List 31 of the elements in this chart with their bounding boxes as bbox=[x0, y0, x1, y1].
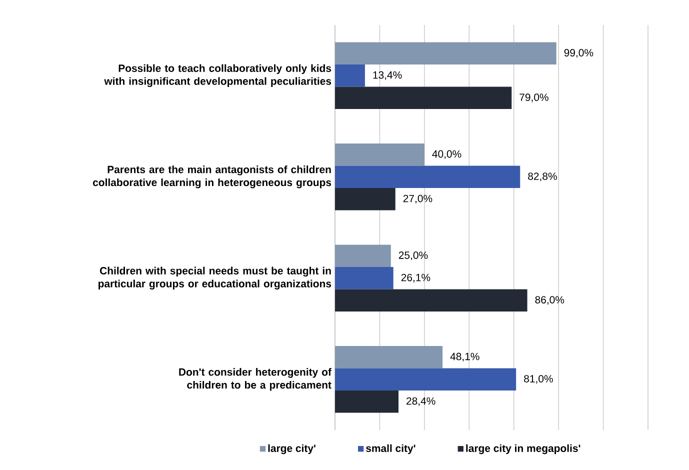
y-tick-label: Parents are the main antagonists of children collaborative learning in heterogeneous groups bbox=[92, 166, 332, 188]
bar bbox=[335, 143, 424, 166]
bar bbox=[335, 86, 512, 110]
legend-label: small city' bbox=[366, 444, 416, 454]
data-label: 26,1% bbox=[401, 274, 430, 282]
data-label: 86,0% bbox=[535, 296, 564, 305]
bar bbox=[335, 266, 394, 290]
data-label: 79,0% bbox=[520, 94, 548, 102]
bar bbox=[335, 166, 520, 188]
data-label: 82,8% bbox=[528, 172, 557, 182]
legend-label: large city in megapolis' bbox=[466, 444, 580, 454]
y-tick-label: Possible to teach collaboratively only kids with insignificant developmental peculiarities bbox=[104, 64, 332, 87]
y-tick-label: Children with special needs must be taught in particular groups or educational organizations bbox=[98, 266, 332, 290]
data-label: 40,0% bbox=[432, 150, 462, 159]
bar bbox=[335, 188, 396, 210]
data-label: 25,0% bbox=[398, 252, 428, 260]
bar bbox=[335, 42, 556, 64]
bar bbox=[335, 244, 391, 267]
data-label: 13,4% bbox=[373, 71, 402, 80]
y-tick-label: Don't consider heterogenity of children to be a predicament bbox=[179, 368, 332, 391]
legend-label: large city' bbox=[268, 444, 316, 454]
data-label: 81,0% bbox=[524, 375, 553, 384]
data-label: 28,4% bbox=[406, 397, 436, 406]
bar bbox=[335, 64, 365, 87]
bar bbox=[335, 346, 443, 368]
bar bbox=[335, 368, 516, 391]
bar bbox=[335, 289, 528, 312]
data-label: 27,0% bbox=[403, 194, 432, 204]
data-label: 99,0% bbox=[564, 49, 594, 58]
bar bbox=[335, 390, 398, 413]
data-label: 48,1% bbox=[450, 352, 480, 362]
